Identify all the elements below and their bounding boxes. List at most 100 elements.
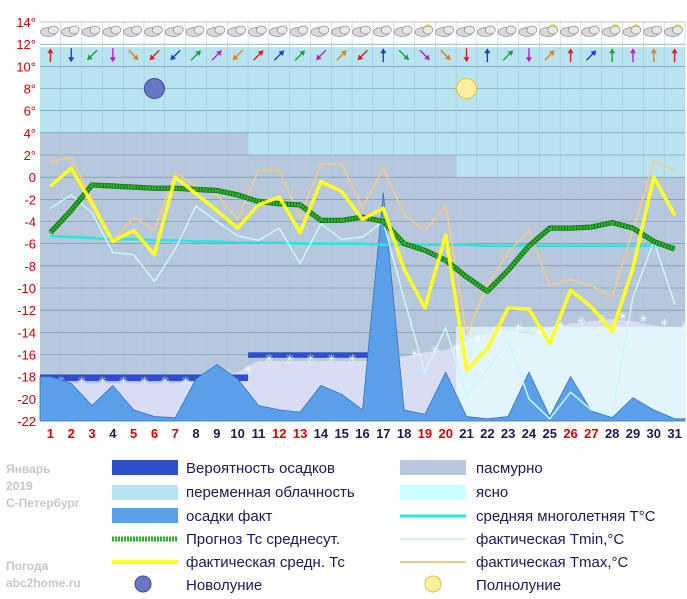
point-tmin: [320, 222, 322, 225]
point-actual: [91, 202, 93, 205]
point-tmax: [278, 169, 281, 172]
point-tmax: [465, 333, 468, 336]
point-tmax: [382, 167, 385, 170]
point-tmin: [548, 417, 551, 420]
point-tmin: [611, 413, 613, 416]
precipitation-layer: ✳✳✳✳✳✳✳✳✳✳✳✳✳✳✳✳✳✳✳✳✳✳✳✳✳✳✳✳✳✳✳: [39, 192, 687, 422]
point-avg_norm: [195, 240, 197, 243]
point-tmax: [320, 163, 322, 165]
point-avg_norm: [424, 243, 426, 246]
point-actual: [528, 308, 530, 310]
point-tmin: [174, 248, 177, 251]
wind-arrow-icon: [419, 49, 430, 61]
wind-arrow-icon: [671, 48, 678, 63]
y-tick-label: -2: [24, 192, 36, 207]
wind-arrow-head: [507, 50, 514, 56]
point-actual: [195, 192, 197, 195]
wind-arrow-head: [278, 50, 285, 56]
precip-probability-band: [248, 352, 373, 358]
wind-arrow-icon: [273, 50, 285, 61]
y-tick-label: 6°: [24, 104, 36, 119]
wind-arrow-head: [170, 54, 176, 61]
y-tick-label: -16: [17, 348, 36, 363]
point-forecast: [278, 202, 281, 205]
point-tmax: [403, 214, 405, 216]
sidebar-brand-line2: abc2home.ru: [6, 576, 81, 590]
wind-arrow-icon: [609, 48, 616, 63]
point-tmax: [257, 169, 260, 172]
cloud-icon: [464, 25, 475, 35]
snowflake-icon: ✳: [98, 374, 107, 387]
point-tmin: [528, 398, 530, 400]
y-tick-label: -22: [17, 414, 36, 429]
point-actual: [403, 268, 405, 270]
wind-arrow-icon: [440, 49, 451, 61]
point-forecast: [528, 245, 530, 247]
moon-markers: [143, 78, 478, 99]
wind-arrow-icon: [629, 48, 636, 63]
wind-arrow-icon: [294, 50, 306, 61]
legend-label-clear: ясно: [476, 484, 508, 501]
x-tick-label: 19: [418, 426, 432, 441]
sidebar-year: 2019: [6, 479, 33, 493]
cloud-icon: [484, 25, 496, 35]
snowflake-icon: ✳: [577, 314, 586, 327]
cloud-icon: [172, 25, 184, 35]
point-forecast: [299, 204, 301, 206]
wind-arrow-icon: [650, 48, 657, 63]
wind-arrow-icon: [544, 50, 555, 61]
point-forecast: [91, 184, 93, 186]
point-tmax: [216, 194, 218, 196]
point-avg_norm: [340, 242, 343, 245]
snowflake-icon: ✳: [348, 352, 357, 365]
point-actual: [424, 307, 426, 309]
point-tmax: [611, 296, 613, 298]
x-tick-label: 14: [314, 426, 329, 441]
point-tmin: [340, 238, 343, 241]
point-actual: [507, 307, 509, 309]
y-tick-label: 12°: [16, 37, 36, 52]
point-avg_norm: [236, 241, 239, 244]
point-tmin: [444, 327, 447, 329]
point-tmin: [91, 211, 93, 214]
snowflake-icon: ✳: [285, 352, 294, 365]
wind-arrow-head: [445, 54, 451, 61]
cloud-icon: [110, 25, 122, 35]
snowflake-icon: ✳: [140, 374, 149, 387]
legend-swatch-precip-fact: [112, 508, 178, 523]
wind-arrow-head: [87, 54, 93, 61]
wind-arrow-head: [216, 50, 222, 56]
cloud-icon: [276, 25, 288, 35]
point-avg_norm: [174, 239, 177, 242]
point-tmax: [236, 218, 239, 221]
point-forecast: [132, 186, 135, 188]
point-forecast: [216, 189, 218, 192]
point-forecast: [486, 290, 489, 293]
y-tick-label: 8°: [24, 82, 36, 97]
snowflake-icon: ✳: [306, 352, 315, 365]
cloud-icon: [422, 25, 434, 35]
x-tick-label: 5: [130, 426, 137, 441]
point-forecast: [590, 226, 593, 228]
wind-arrow-icon: [232, 49, 244, 61]
full-moon-icon: [456, 78, 478, 99]
point-tmax: [49, 160, 52, 163]
point-actual: [382, 207, 385, 209]
point-avg_norm: [548, 245, 551, 247]
point-avg_norm: [569, 245, 572, 247]
cloud-icon: [672, 25, 683, 35]
y-tick-label: -10: [17, 281, 36, 296]
cloud-icon: [609, 25, 621, 35]
legend-swatch-clear: [400, 485, 466, 500]
x-tick-label: 4: [109, 426, 117, 441]
wind-arrow-head: [609, 48, 616, 54]
wind-arrow-head: [340, 50, 347, 56]
wind-arrow-head: [403, 54, 410, 61]
wind-arrow-icon: [502, 50, 514, 61]
cloud-icon: [547, 25, 559, 35]
point-tmin: [299, 262, 301, 265]
point-forecast: [548, 227, 551, 229]
point-actual: [153, 253, 156, 256]
wind-arrow-icon: [87, 49, 98, 61]
cloud-icon: [339, 25, 351, 35]
